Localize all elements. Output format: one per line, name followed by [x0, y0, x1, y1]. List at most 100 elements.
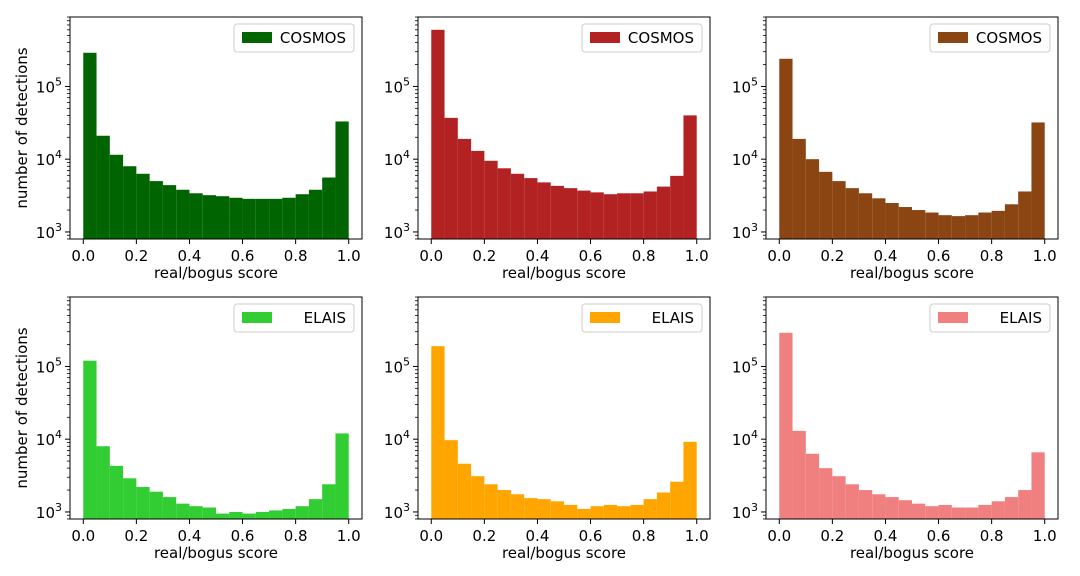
histogram-bar [845, 484, 859, 519]
histogram-bar [295, 506, 309, 519]
histogram-bar [83, 360, 97, 519]
histogram-bar [885, 203, 899, 239]
x-tick-label: 0.0 [419, 247, 443, 265]
histogram-bar [96, 446, 110, 519]
subplot-1: 0.0 0.2 0.4 0.6 0.8 1.0 103 104 105 real/bogus sc… [13, 16, 363, 282]
histogram-bar [431, 346, 445, 519]
histogram-bar [656, 492, 671, 519]
histogram-bar [1004, 497, 1019, 519]
subplot-5: 0.0 0.2 0.4 0.6 0.8 1.0 103 104 105 real/bogus sc… [384, 296, 711, 562]
x-tick-label: 0.8 [980, 247, 1004, 265]
histogram-bar [242, 198, 256, 239]
legend-label: ELAIS [652, 309, 694, 327]
histogram-bar [577, 508, 591, 519]
histogram-bar [136, 173, 150, 239]
histogram-bar [550, 185, 564, 239]
x-tick-label: 1.0 [337, 527, 361, 545]
y-tick-label: 105 [36, 355, 62, 376]
histogram-bar [683, 115, 697, 239]
y-tick-label: 103 [36, 221, 62, 242]
histogram-bar [282, 508, 296, 519]
x-axis-label: real/bogus score [850, 264, 974, 282]
legend-label: COSMOS [280, 29, 346, 47]
histogram-bar [510, 494, 525, 519]
y-tick-label: 104 [36, 148, 62, 169]
x-tick-label: 0.4 [874, 527, 898, 545]
histogram-bar [951, 216, 966, 239]
y-tick-label: 103 [36, 501, 62, 522]
histogram-bar [202, 195, 216, 239]
x-tick-label: 1.0 [685, 247, 709, 265]
y-axis-label: number of detections [13, 327, 31, 488]
legend: ELAIS [581, 303, 703, 333]
legend: COSMOS [233, 23, 355, 53]
x-tick-label: 1.0 [1033, 527, 1057, 545]
axes-frame [69, 16, 363, 240]
histogram-bar [510, 173, 525, 239]
histogram-bar [925, 506, 939, 519]
legend: ELAIS [929, 303, 1051, 333]
histogram-bar [189, 193, 203, 239]
histogram-bar [1018, 490, 1032, 519]
histogram-bar [189, 506, 203, 519]
legend-swatch [590, 312, 620, 323]
y-tick-label: 104 [732, 148, 758, 169]
histogram-bar [444, 440, 458, 519]
histogram-bar [162, 497, 177, 519]
x-tick-label: 1.0 [1033, 247, 1057, 265]
histogram-bar [484, 484, 498, 519]
histogram-bar [162, 185, 177, 239]
histogram-bar [216, 196, 230, 239]
histogram-bar [216, 513, 230, 519]
histogram-bar [832, 181, 846, 239]
histogram-bar [431, 29, 445, 240]
histogram-bar [925, 212, 939, 239]
axes-frame [417, 296, 711, 520]
histogram-bar [845, 188, 859, 239]
histogram-bar [537, 499, 551, 519]
legend-frame [581, 23, 703, 53]
legend-swatch [938, 32, 968, 43]
x-tick-label: 0.2 [472, 247, 496, 265]
histogram-bar [484, 160, 498, 239]
histogram-bar [630, 193, 644, 239]
x-tick-label: 0.0 [767, 527, 791, 545]
histogram-bar [497, 490, 511, 519]
y-tick-label: 105 [732, 355, 758, 376]
subplot-2: 0.0 0.2 0.4 0.6 0.8 1.0 103 104 105 real/bogus sc… [384, 16, 711, 282]
histogram-bar [617, 506, 631, 519]
histogram-bar [308, 189, 323, 239]
x-tick-label: 0.2 [820, 247, 844, 265]
histogram-bar [335, 433, 349, 519]
legend-frame [581, 303, 703, 333]
histogram-bar [603, 504, 618, 519]
histogram-bar [1004, 204, 1019, 239]
histogram-bar [792, 430, 806, 519]
histogram-bar [255, 198, 270, 239]
x-tick-label: 0.2 [124, 247, 148, 265]
subplot-3: 0.0 0.2 0.4 0.6 0.8 1.0 103 104 105 real/bogus sc… [732, 16, 1059, 282]
histogram-bar [109, 154, 124, 239]
histogram-bar [457, 463, 472, 519]
histogram-bar [176, 189, 190, 239]
legend-swatch [938, 312, 968, 323]
histogram-bar [643, 499, 657, 519]
histogram-bar [149, 181, 163, 239]
histogram-bar [524, 178, 538, 239]
histogram-bar [991, 210, 1005, 239]
x-tick-label: 0.2 [124, 527, 148, 545]
histogram-bar [123, 478, 137, 519]
x-tick-label: 0.6 [579, 527, 603, 545]
histogram-bar [898, 207, 912, 239]
x-tick-label: 0.6 [927, 247, 951, 265]
histogram-bar [670, 175, 684, 239]
y-tick-label: 105 [732, 75, 758, 96]
subplot-6: 0.0 0.2 0.4 0.6 0.8 1.0 103 104 105 real/bogus sc… [732, 296, 1059, 562]
legend-frame [929, 23, 1051, 53]
histogram-bar [912, 503, 926, 519]
histogram-bar [229, 511, 243, 519]
histogram-bar [858, 193, 873, 239]
y-tick-label: 105 [384, 355, 410, 376]
histogram-bar [577, 190, 591, 239]
